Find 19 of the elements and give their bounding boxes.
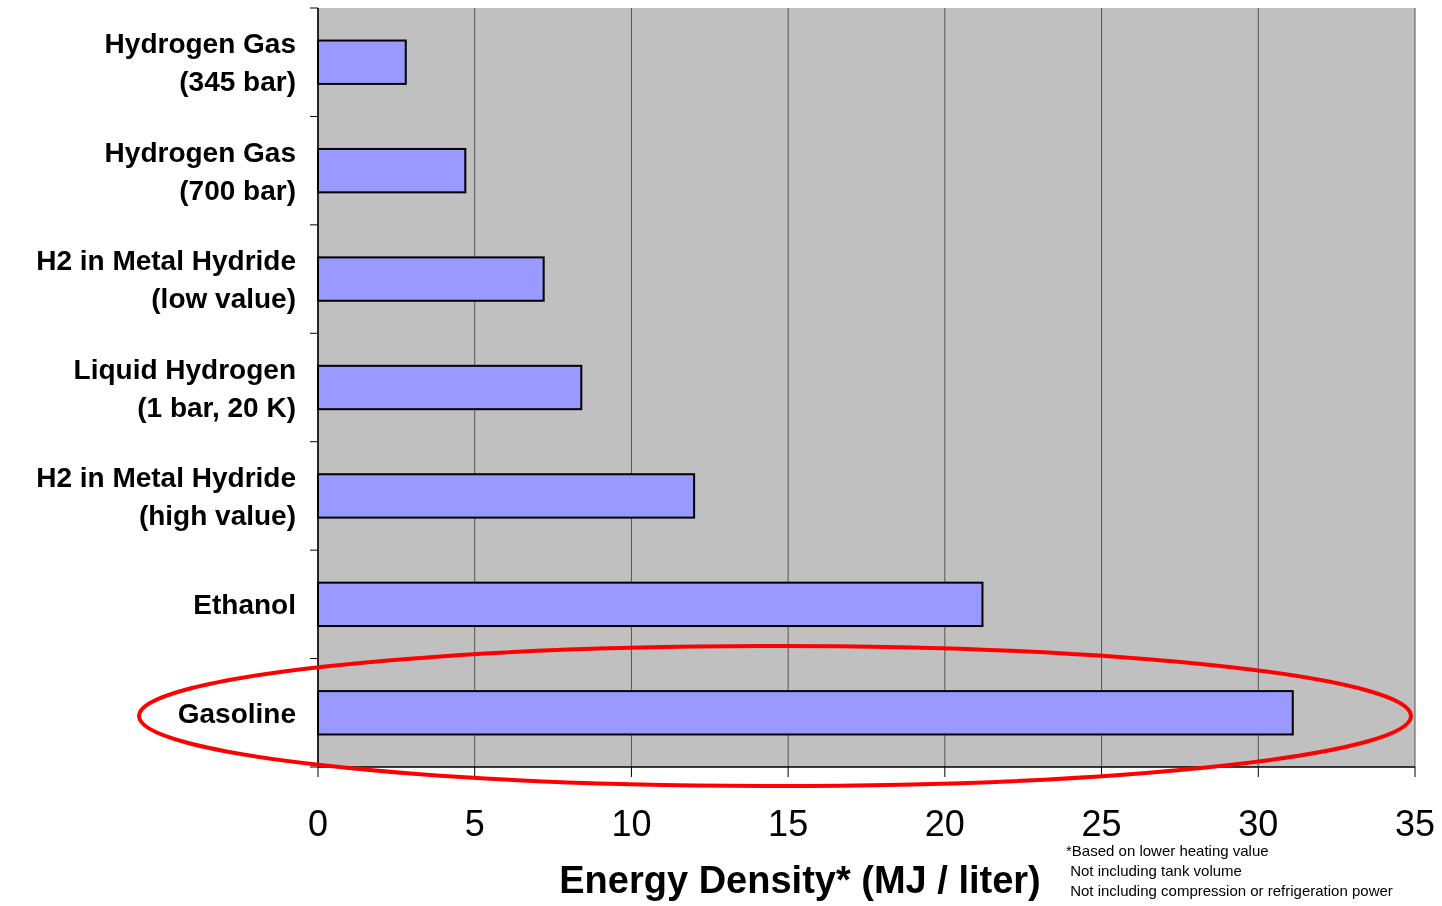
x-tick-label: 5 <box>464 803 485 844</box>
x-tick-label: 0 <box>307 803 329 844</box>
y-tick-label: Liquid Hydrogen (1 bar, 20 K) <box>73 353 296 423</box>
x-tick-label: 15 <box>768 803 809 844</box>
y-tick-label: Gasoline <box>177 697 296 729</box>
y-tick-label: H2 in Metal Hydride (high value) <box>36 461 296 531</box>
x-tick-label: 10 <box>611 803 652 844</box>
x-tick-label: 30 <box>1238 803 1279 844</box>
y-tick-label: H2 in Metal Hydride (low value) <box>36 245 296 315</box>
y-tick-label: Ethanol <box>193 589 296 621</box>
y-tick-label: Hydrogen Gas (345 bar) <box>104 28 296 98</box>
text: Not including compression or refrigeration power <box>1066 882 1393 899</box>
text: *Based on lower heating value <box>1066 842 1269 859</box>
text: Not including tank volume <box>1066 862 1242 879</box>
x-tick-label: 35 <box>1394 803 1436 844</box>
x-tick-label: 25 <box>1081 803 1122 844</box>
x-axis-title: Energy Density* (MJ / liter) <box>559 859 1041 901</box>
x-tick-label: 20 <box>924 803 965 844</box>
y-tick-label: Hydrogen Gas (700 bar) <box>104 136 296 206</box>
